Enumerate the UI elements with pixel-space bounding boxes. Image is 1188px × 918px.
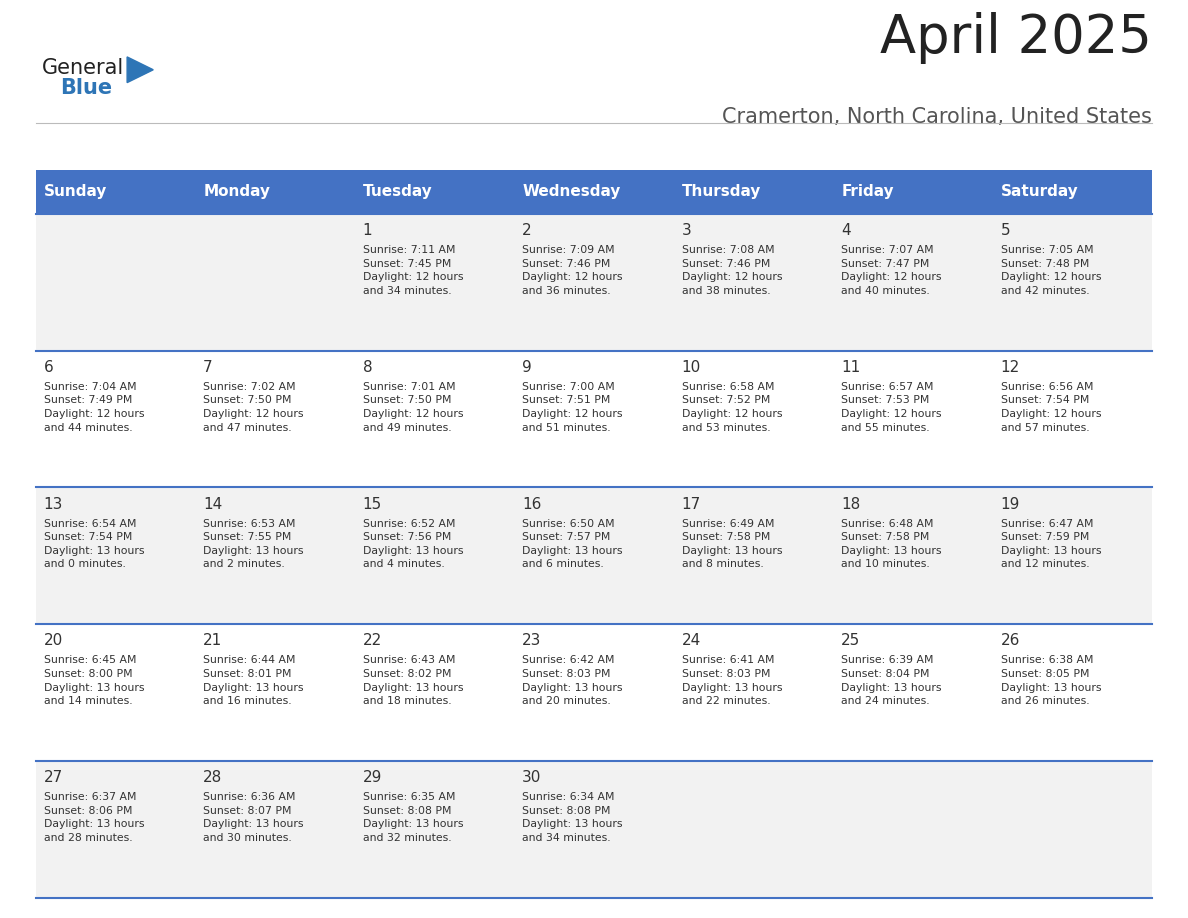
Text: 16: 16	[523, 497, 542, 511]
Text: Wednesday: Wednesday	[523, 185, 620, 199]
Text: Monday: Monday	[203, 185, 270, 199]
Text: Sunrise: 6:58 AM
Sunset: 7:52 PM
Daylight: 12 hours
and 53 minutes.: Sunrise: 6:58 AM Sunset: 7:52 PM Dayligh…	[682, 382, 782, 432]
Text: Sunrise: 6:45 AM
Sunset: 8:00 PM
Daylight: 13 hours
and 14 minutes.: Sunrise: 6:45 AM Sunset: 8:00 PM Dayligh…	[44, 655, 144, 706]
Text: 21: 21	[203, 633, 222, 648]
Text: Thursday: Thursday	[682, 185, 762, 199]
Text: 20: 20	[44, 633, 63, 648]
Text: 23: 23	[523, 633, 542, 648]
Text: Sunrise: 6:38 AM
Sunset: 8:05 PM
Daylight: 13 hours
and 26 minutes.: Sunrise: 6:38 AM Sunset: 8:05 PM Dayligh…	[1000, 655, 1101, 706]
Text: Sunrise: 7:01 AM
Sunset: 7:50 PM
Daylight: 12 hours
and 49 minutes.: Sunrise: 7:01 AM Sunset: 7:50 PM Dayligh…	[362, 382, 463, 432]
Text: 29: 29	[362, 770, 383, 785]
Text: Sunrise: 7:07 AM
Sunset: 7:47 PM
Daylight: 12 hours
and 40 minutes.: Sunrise: 7:07 AM Sunset: 7:47 PM Dayligh…	[841, 245, 942, 296]
Text: Sunrise: 6:54 AM
Sunset: 7:54 PM
Daylight: 13 hours
and 0 minutes.: Sunrise: 6:54 AM Sunset: 7:54 PM Dayligh…	[44, 519, 144, 569]
Text: Sunrise: 7:00 AM
Sunset: 7:51 PM
Daylight: 12 hours
and 51 minutes.: Sunrise: 7:00 AM Sunset: 7:51 PM Dayligh…	[523, 382, 623, 432]
Text: Sunrise: 7:05 AM
Sunset: 7:48 PM
Daylight: 12 hours
and 42 minutes.: Sunrise: 7:05 AM Sunset: 7:48 PM Dayligh…	[1000, 245, 1101, 296]
Text: Sunrise: 6:56 AM
Sunset: 7:54 PM
Daylight: 12 hours
and 57 minutes.: Sunrise: 6:56 AM Sunset: 7:54 PM Dayligh…	[1000, 382, 1101, 432]
Text: Sunrise: 6:49 AM
Sunset: 7:58 PM
Daylight: 13 hours
and 8 minutes.: Sunrise: 6:49 AM Sunset: 7:58 PM Dayligh…	[682, 519, 782, 569]
Text: 22: 22	[362, 633, 381, 648]
Text: 8: 8	[362, 360, 372, 375]
Text: Cramerton, North Carolina, United States: Cramerton, North Carolina, United States	[722, 106, 1152, 127]
Text: Sunrise: 6:39 AM
Sunset: 8:04 PM
Daylight: 13 hours
and 24 minutes.: Sunrise: 6:39 AM Sunset: 8:04 PM Dayligh…	[841, 655, 942, 706]
Text: Sunrise: 6:37 AM
Sunset: 8:06 PM
Daylight: 13 hours
and 28 minutes.: Sunrise: 6:37 AM Sunset: 8:06 PM Dayligh…	[44, 792, 144, 843]
Text: 14: 14	[203, 497, 222, 511]
Text: Friday: Friday	[841, 185, 893, 199]
Text: General: General	[42, 58, 124, 78]
Text: 25: 25	[841, 633, 860, 648]
Text: 11: 11	[841, 360, 860, 375]
Text: 30: 30	[523, 770, 542, 785]
Bar	[36, 487, 1152, 624]
Text: Tuesday: Tuesday	[362, 185, 432, 199]
Text: Sunrise: 6:36 AM
Sunset: 8:07 PM
Daylight: 13 hours
and 30 minutes.: Sunrise: 6:36 AM Sunset: 8:07 PM Dayligh…	[203, 792, 304, 843]
Text: Sunrise: 6:42 AM
Sunset: 8:03 PM
Daylight: 13 hours
and 20 minutes.: Sunrise: 6:42 AM Sunset: 8:03 PM Dayligh…	[523, 655, 623, 706]
Bar	[514, 170, 674, 214]
Bar	[833, 170, 993, 214]
Text: 6: 6	[44, 360, 53, 375]
Text: Sunrise: 6:48 AM
Sunset: 7:58 PM
Daylight: 13 hours
and 10 minutes.: Sunrise: 6:48 AM Sunset: 7:58 PM Dayligh…	[841, 519, 942, 569]
Text: Sunrise: 7:09 AM
Sunset: 7:46 PM
Daylight: 12 hours
and 36 minutes.: Sunrise: 7:09 AM Sunset: 7:46 PM Dayligh…	[523, 245, 623, 296]
Bar	[36, 214, 1152, 351]
Text: 4: 4	[841, 223, 851, 238]
Text: 27: 27	[44, 770, 63, 785]
Text: Saturday: Saturday	[1000, 185, 1079, 199]
Bar	[195, 170, 355, 214]
Text: 28: 28	[203, 770, 222, 785]
Text: Sunrise: 6:47 AM
Sunset: 7:59 PM
Daylight: 13 hours
and 12 minutes.: Sunrise: 6:47 AM Sunset: 7:59 PM Dayligh…	[1000, 519, 1101, 569]
Text: Sunrise: 6:50 AM
Sunset: 7:57 PM
Daylight: 13 hours
and 6 minutes.: Sunrise: 6:50 AM Sunset: 7:57 PM Dayligh…	[523, 519, 623, 569]
Text: 10: 10	[682, 360, 701, 375]
Text: Sunday: Sunday	[44, 185, 107, 199]
Text: 2: 2	[523, 223, 532, 238]
Text: 1: 1	[362, 223, 372, 238]
Bar	[674, 170, 833, 214]
Text: Sunrise: 6:43 AM
Sunset: 8:02 PM
Daylight: 13 hours
and 18 minutes.: Sunrise: 6:43 AM Sunset: 8:02 PM Dayligh…	[362, 655, 463, 706]
Text: 24: 24	[682, 633, 701, 648]
Text: 7: 7	[203, 360, 213, 375]
Text: 26: 26	[1000, 633, 1020, 648]
Text: Sunrise: 6:53 AM
Sunset: 7:55 PM
Daylight: 13 hours
and 2 minutes.: Sunrise: 6:53 AM Sunset: 7:55 PM Dayligh…	[203, 519, 304, 569]
Bar	[36, 761, 1152, 898]
Bar	[36, 624, 1152, 761]
Polygon shape	[127, 57, 153, 83]
Text: Sunrise: 6:44 AM
Sunset: 8:01 PM
Daylight: 13 hours
and 16 minutes.: Sunrise: 6:44 AM Sunset: 8:01 PM Dayligh…	[203, 655, 304, 706]
Text: 18: 18	[841, 497, 860, 511]
Bar	[355, 170, 514, 214]
Text: Sunrise: 6:35 AM
Sunset: 8:08 PM
Daylight: 13 hours
and 32 minutes.: Sunrise: 6:35 AM Sunset: 8:08 PM Dayligh…	[362, 792, 463, 843]
Text: 13: 13	[44, 497, 63, 511]
Text: Sunrise: 6:34 AM
Sunset: 8:08 PM
Daylight: 13 hours
and 34 minutes.: Sunrise: 6:34 AM Sunset: 8:08 PM Dayligh…	[523, 792, 623, 843]
Text: Blue: Blue	[61, 78, 113, 98]
Text: 15: 15	[362, 497, 381, 511]
Text: 3: 3	[682, 223, 691, 238]
Bar	[36, 351, 1152, 487]
Text: 5: 5	[1000, 223, 1011, 238]
Text: Sunrise: 7:08 AM
Sunset: 7:46 PM
Daylight: 12 hours
and 38 minutes.: Sunrise: 7:08 AM Sunset: 7:46 PM Dayligh…	[682, 245, 782, 296]
Text: Sunrise: 7:02 AM
Sunset: 7:50 PM
Daylight: 12 hours
and 47 minutes.: Sunrise: 7:02 AM Sunset: 7:50 PM Dayligh…	[203, 382, 304, 432]
Text: Sunrise: 6:52 AM
Sunset: 7:56 PM
Daylight: 13 hours
and 4 minutes.: Sunrise: 6:52 AM Sunset: 7:56 PM Dayligh…	[362, 519, 463, 569]
Bar	[36, 170, 195, 214]
Text: Sunrise: 7:11 AM
Sunset: 7:45 PM
Daylight: 12 hours
and 34 minutes.: Sunrise: 7:11 AM Sunset: 7:45 PM Dayligh…	[362, 245, 463, 296]
Text: Sunrise: 7:04 AM
Sunset: 7:49 PM
Daylight: 12 hours
and 44 minutes.: Sunrise: 7:04 AM Sunset: 7:49 PM Dayligh…	[44, 382, 144, 432]
Text: April 2025: April 2025	[880, 12, 1152, 64]
Text: 9: 9	[523, 360, 532, 375]
Text: Sunrise: 6:41 AM
Sunset: 8:03 PM
Daylight: 13 hours
and 22 minutes.: Sunrise: 6:41 AM Sunset: 8:03 PM Dayligh…	[682, 655, 782, 706]
Text: 19: 19	[1000, 497, 1020, 511]
Text: 17: 17	[682, 497, 701, 511]
Text: 12: 12	[1000, 360, 1020, 375]
Text: Sunrise: 6:57 AM
Sunset: 7:53 PM
Daylight: 12 hours
and 55 minutes.: Sunrise: 6:57 AM Sunset: 7:53 PM Dayligh…	[841, 382, 942, 432]
Bar	[993, 170, 1152, 214]
